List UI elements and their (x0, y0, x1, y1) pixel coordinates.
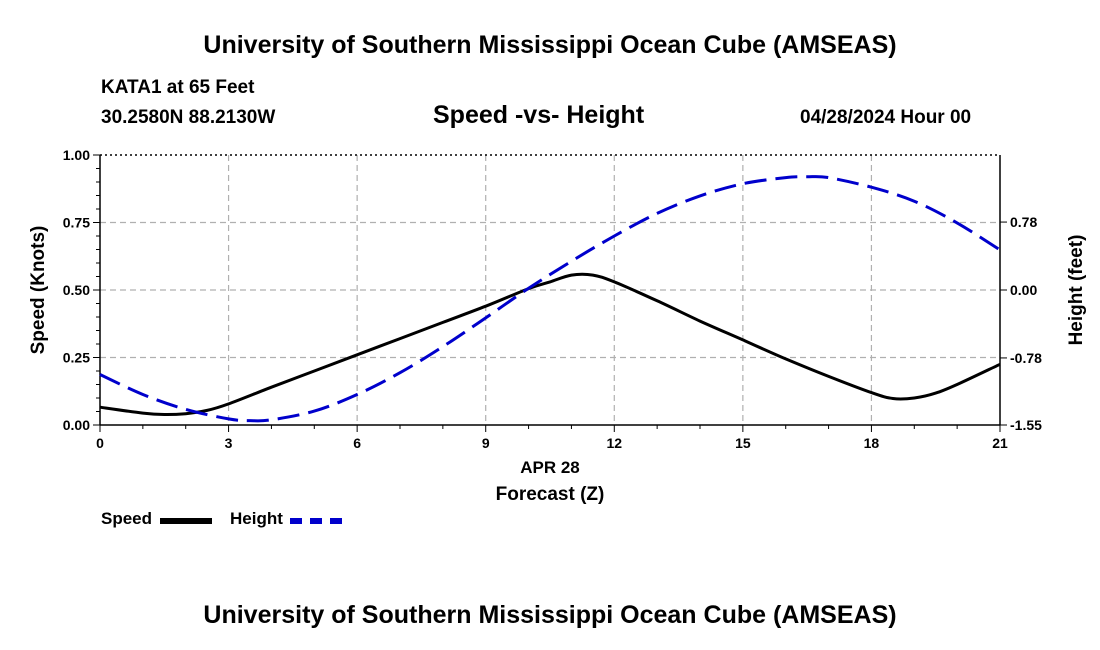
x-axis-sublabel: APR 28 (520, 458, 580, 477)
x-tick-label: 21 (992, 435, 1008, 451)
y-tick-label: 0.25 (63, 350, 90, 366)
series-line-speed (99, 272, 1001, 417)
y-tick-label: 0.00 (63, 417, 90, 433)
x-tick-label: 3 (225, 435, 233, 451)
y2-tick-label: 0.00 (1010, 282, 1037, 298)
page-title: University of Southern Mississippi Ocean… (203, 31, 897, 59)
y-tick-label: 0.50 (63, 282, 90, 298)
x-tick-label: 0 (96, 435, 104, 451)
legend-speed-swatch (160, 518, 212, 524)
chart-title: Speed -vs- Height (433, 101, 645, 129)
legend-height-label: Height (230, 509, 283, 528)
y2-tick-label: 0.78 (1010, 214, 1037, 230)
legend-height-swatch (290, 518, 342, 524)
y2-axis-label: Height (feet) (1066, 235, 1087, 346)
y-axis-label: Speed (Knots) (28, 226, 49, 355)
y-tick-label: 0.75 (63, 215, 90, 231)
x-tick-label: 9 (482, 435, 490, 451)
x-axis-label: Forecast (Z) (496, 484, 605, 505)
x-tick-label: 18 (864, 435, 880, 451)
forecast-datetime: 04/28/2024 Hour 00 (800, 107, 972, 128)
footer-title: University of Southern Mississippi Ocean… (203, 601, 897, 629)
y2-tick-label: -0.78 (1010, 350, 1042, 366)
x-tick-label: 12 (606, 435, 622, 451)
series-line-height (99, 175, 1001, 423)
legend-speed-label: Speed (101, 509, 153, 528)
y2-tick-label: -1.55 (1010, 417, 1042, 433)
x-tick-label: 15 (735, 435, 751, 451)
y-tick-label: 1.00 (63, 147, 90, 163)
x-tick-label: 6 (353, 435, 361, 451)
station-label: KATA1 at 65 Feet (101, 77, 255, 98)
station-coords: 30.2580N 88.2130W (101, 107, 276, 128)
